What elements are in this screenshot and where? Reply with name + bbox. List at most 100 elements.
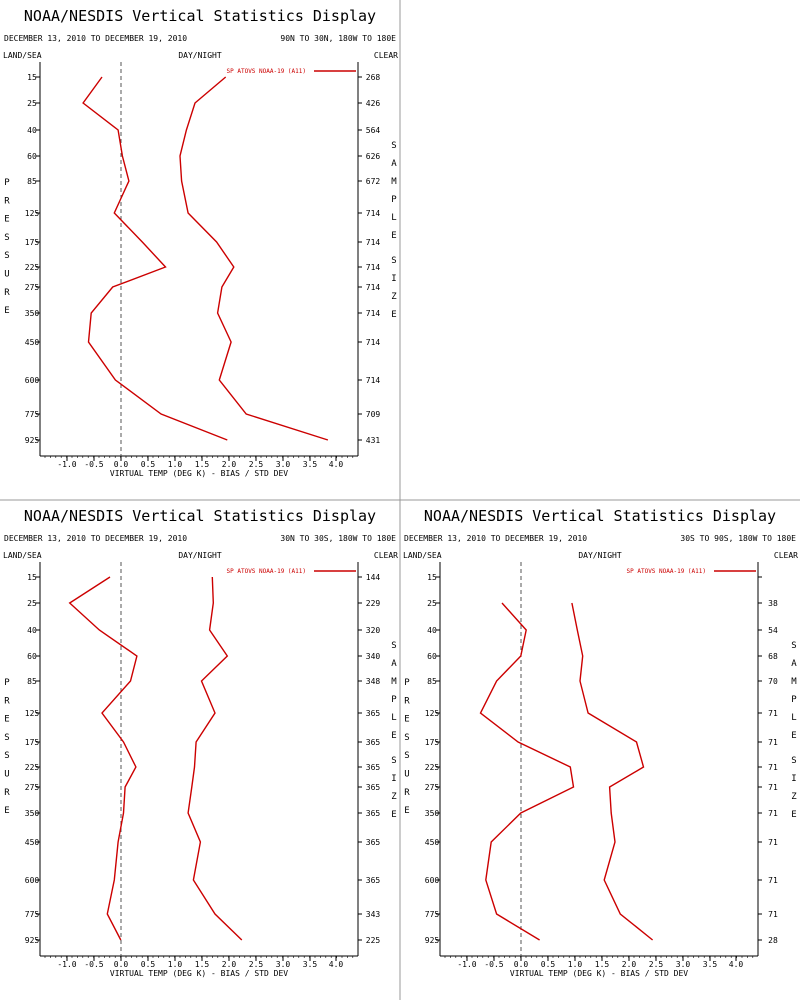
sample-size-label: 54 <box>768 626 778 635</box>
x-tick-label: 2.0 <box>222 960 237 969</box>
sample-size-label: 343 <box>366 910 381 919</box>
sample-size-label: 144 <box>366 573 381 582</box>
sample-size-title-letter: S <box>391 141 396 151</box>
sample-size-label: 28 <box>768 936 778 945</box>
panel-1: NOAA/NESDIS Vertical Statistics Display D… <box>3 7 398 478</box>
date-range: DECEMBER 13, 2010 TO DECEMBER 19, 2010 <box>4 534 187 543</box>
sample-size-title-letter: A <box>391 659 397 669</box>
land-sea-header: LAND/SEA <box>403 551 442 560</box>
sample-size-label: 365 <box>366 838 381 847</box>
pressure-level-label: 25 <box>27 99 37 108</box>
bias-series-line <box>479 602 575 941</box>
pressure-title-letter: R <box>4 196 10 206</box>
sample-size-title-letter: S <box>391 756 396 766</box>
pressure-level-label: 350 <box>25 809 40 818</box>
x-tick-label: -0.5 <box>84 460 103 469</box>
sample-size-title-letter: S <box>391 256 396 266</box>
pressure-level-label: 450 <box>25 838 40 847</box>
sample-size-title-letter: E <box>391 810 396 820</box>
pressure-level-label: 60 <box>427 652 437 661</box>
std-dev-series-line <box>179 76 329 441</box>
sample-size-label: 71 <box>768 763 778 772</box>
x-tick-label: 1.5 <box>195 460 210 469</box>
x-tick-label: 0.0 <box>114 460 129 469</box>
sample-size-label: 340 <box>366 652 381 661</box>
pressure-title-letter: S <box>4 251 9 261</box>
std-dev-series-line <box>571 602 654 941</box>
sample-size-title-letter: S <box>791 756 796 766</box>
pressure-level-label: 15 <box>27 573 37 582</box>
sample-size-label: 71 <box>768 738 778 747</box>
pressure-level-label: 775 <box>25 410 40 419</box>
sample-size-label: 714 <box>366 338 381 347</box>
sample-size-label: 714 <box>366 209 381 218</box>
pressure-level-label: 25 <box>27 599 37 608</box>
sample-size-label: 365 <box>366 809 381 818</box>
panel-title: NOAA/NESDIS Vertical Statistics Display <box>24 7 376 25</box>
sample-size-label: 225 <box>366 936 381 945</box>
sample-size-label: 431 <box>366 436 381 445</box>
bias-series-line <box>82 76 228 441</box>
sample-size-label: 229 <box>366 599 381 608</box>
x-tick-label: 4.0 <box>329 960 344 969</box>
sample-size-label: 71 <box>768 709 778 718</box>
sample-size-label: 38 <box>768 599 778 608</box>
sample-size-title-letter: Z <box>791 792 797 802</box>
sample-size-title-letter: E <box>791 810 796 820</box>
clear-header: CLEAR <box>374 551 398 560</box>
pressure-title-letter: S <box>4 233 9 243</box>
pressure-title-letter: R <box>4 696 10 706</box>
sample-size-title-letter: E <box>391 310 396 320</box>
bias-series-line <box>68 576 138 941</box>
pressure-level-label: 450 <box>425 838 440 847</box>
sample-size-label: 68 <box>768 652 778 661</box>
sample-size-label: 365 <box>366 738 381 747</box>
date-range: DECEMBER 13, 2010 TO DECEMBER 19, 2010 <box>404 534 587 543</box>
pressure-level-label: 225 <box>25 263 40 272</box>
x-axis-label: VIRTUAL TEMP (DEG K) - BIAS / STD DEV <box>110 469 288 478</box>
x-tick-label: -0.5 <box>84 960 103 969</box>
pressure-title-letter: E <box>4 715 9 725</box>
sample-size-label: 709 <box>366 410 381 419</box>
x-tick-label: 0.0 <box>514 960 529 969</box>
sample-size-title-letter: I <box>391 274 396 284</box>
pressure-level-label: 775 <box>425 910 440 919</box>
pressure-level-label: 175 <box>425 738 440 747</box>
sample-size-title-letter: Z <box>391 792 397 802</box>
pressure-level-label: 85 <box>427 677 437 686</box>
pressure-level-label: 600 <box>25 876 40 885</box>
clear-header: CLEAR <box>774 551 798 560</box>
x-tick-label: 1.0 <box>168 460 183 469</box>
pressure-level-label: 600 <box>425 876 440 885</box>
sample-size-title-letter: P <box>791 695 797 705</box>
x-tick-label: 3.0 <box>676 960 691 969</box>
pressure-level-label: 40 <box>27 126 37 135</box>
x-tick-label: -1.0 <box>457 960 476 969</box>
day-night-header: DAY/NIGHT <box>578 551 622 560</box>
pressure-level-label: 450 <box>25 338 40 347</box>
sample-size-title-letter: P <box>391 195 397 205</box>
pressure-level-label: 40 <box>427 626 437 635</box>
clear-header: CLEAR <box>374 51 398 60</box>
sample-size-title-letter: E <box>391 231 396 241</box>
x-tick-label: 1.5 <box>595 960 610 969</box>
pressure-level-label: 85 <box>27 677 37 686</box>
sample-size-title-letter: M <box>391 677 397 687</box>
panel-3: NOAA/NESDIS Vertical Statistics Display D… <box>403 507 798 978</box>
pressure-level-label: 600 <box>25 376 40 385</box>
x-tick-label: 3.5 <box>303 460 318 469</box>
pressure-title-letter: U <box>404 770 409 780</box>
x-tick-label: 3.5 <box>703 960 718 969</box>
sample-size-label: 70 <box>768 677 778 686</box>
pressure-level-label: 60 <box>27 152 37 161</box>
sample-size-label: 71 <box>768 876 778 885</box>
pressure-level-label: 125 <box>425 709 440 718</box>
sample-size-title-letter: S <box>391 641 396 651</box>
pressure-level-label: 225 <box>25 763 40 772</box>
pressure-title-letter: S <box>404 751 409 761</box>
x-tick-label: 0.5 <box>541 960 556 969</box>
pressure-title-letter: R <box>4 788 10 798</box>
pressure-level-label: 125 <box>25 209 40 218</box>
sample-size-title-letter: S <box>791 641 796 651</box>
x-tick-label: 2.5 <box>249 460 264 469</box>
